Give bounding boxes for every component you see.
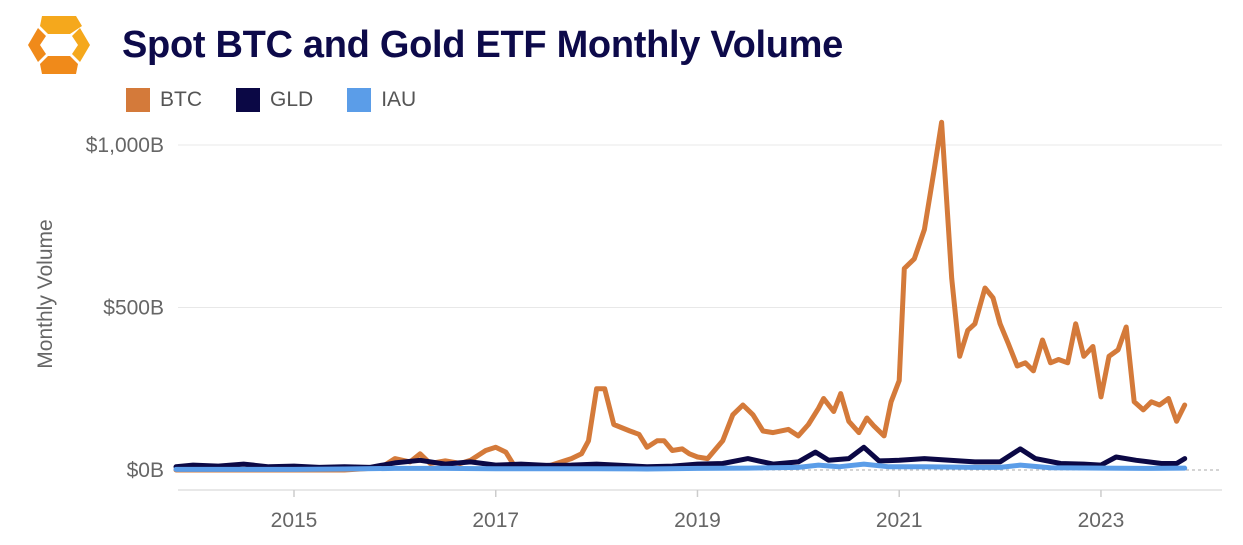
logo-bottom-segment [40, 56, 78, 74]
gridlines [178, 144, 1222, 471]
series-line-iau [173, 461, 1188, 472]
legend: BTC GLD IAU [126, 88, 450, 112]
x-tick-label: 2019 [674, 509, 721, 532]
legend-item-btc: BTC [126, 88, 202, 112]
y-tick-label: $1,000B [86, 134, 164, 157]
x-tick-label: 2021 [876, 509, 923, 532]
series-lines [173, 119, 1188, 473]
legend-item-gld: GLD [236, 88, 313, 112]
legend-label-iau: IAU [381, 88, 417, 111]
logo-left-segment [28, 28, 46, 62]
legend-label-gld: GLD [270, 88, 314, 111]
logo-top-segment [40, 16, 82, 34]
x-axis-ticks: 2015 2017 2019 2021 2023 [178, 489, 1222, 532]
y-tick-label: $500B [103, 297, 164, 320]
x-tick-label: 2015 [271, 509, 318, 532]
chart-title: Spot BTC and Gold ETF Monthly Volume [122, 24, 843, 66]
legend-swatch-gld [236, 88, 260, 112]
legend-item-iau: IAU [347, 88, 416, 112]
y-tick-label: $0B [127, 459, 164, 482]
x-tick-label: 2023 [1078, 509, 1125, 532]
y-axis-ticks: $0B $500B $1,000B [86, 134, 164, 482]
x-tick-label: 2017 [472, 509, 519, 532]
legend-swatch-iau [347, 88, 372, 112]
legend-swatch-btc [126, 88, 150, 112]
logo-right-segment [72, 28, 90, 62]
series-line-btc [173, 119, 1188, 473]
hexagon-logo-icon [28, 16, 90, 74]
legend-label-btc: BTC [160, 88, 202, 111]
